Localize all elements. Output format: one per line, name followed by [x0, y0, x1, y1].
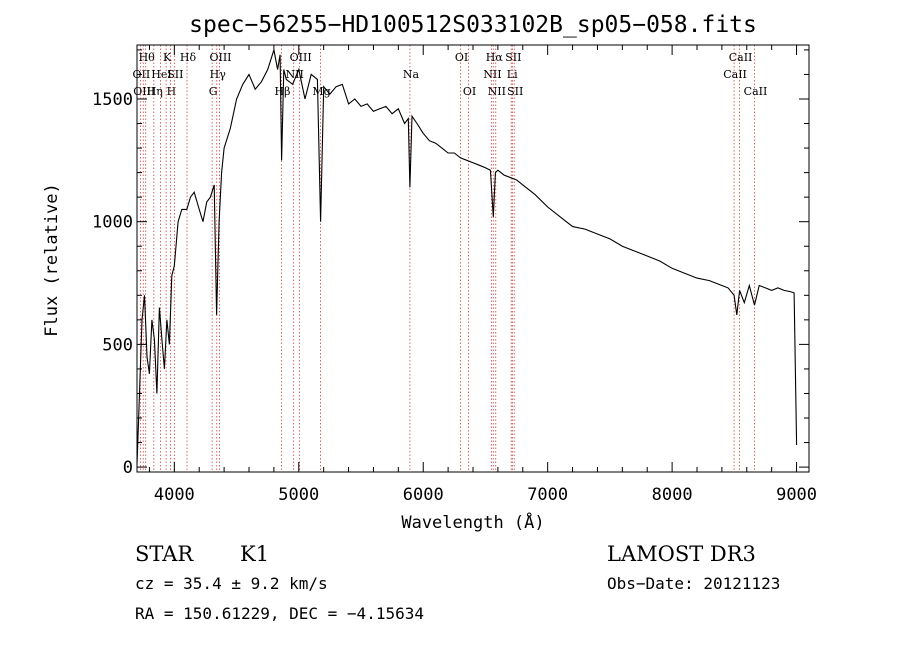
line-marker-label: CaII [729, 51, 753, 64]
line-marker-label: SII [507, 85, 523, 98]
line-marker-label: Hα [486, 51, 504, 64]
line-marker-label: CaII [744, 85, 768, 98]
y-axis: 0 500 1000 1500 [92, 49, 809, 478]
line-marker-label: Hβ [275, 85, 291, 98]
spectrum-line [136, 49, 798, 465]
y-tick-label: 1000 [92, 213, 133, 233]
x-tick-label: 7000 [527, 485, 568, 505]
line-markers: OIIOIIIHθHηHeIKHSIIHδGHγOIIIHβNIIOIIIMgN… [133, 45, 768, 472]
x-tick-label: 4000 [154, 485, 195, 505]
line-marker-label: NII [483, 68, 501, 81]
line-marker-label: Hθ [139, 51, 156, 64]
survey-name: LAMOST DR3 [607, 542, 756, 566]
chart-title: spec−56255−HD100512S033102B_sp05−058.fit… [189, 12, 757, 38]
redshift-text: cz = 35.4 ± 9.2 km/s [135, 574, 328, 593]
line-marker-label: H [167, 85, 177, 98]
x-tick-label: 5000 [278, 485, 319, 505]
line-marker-label: Mg [312, 85, 330, 98]
object-subclass: K1 [240, 542, 269, 566]
line-marker-label: OIII [209, 51, 231, 64]
x-tick-label: 6000 [403, 485, 444, 505]
line-marker-label: Hγ [210, 68, 227, 81]
object-class: STAR [135, 542, 194, 566]
line-marker-label: OI [455, 51, 468, 64]
y-tick-label: 500 [102, 335, 133, 355]
line-marker-label: OI [463, 85, 476, 98]
line-marker-label: HeI [151, 68, 171, 81]
line-marker-label: Na [403, 68, 420, 81]
line-marker-label: SII [167, 68, 183, 81]
y-tick-label: 0 [123, 458, 133, 478]
line-marker-label: OIII [133, 85, 155, 98]
plot-frame [136, 44, 810, 473]
obs-date: Obs−Date: 20121123 [607, 574, 780, 593]
line-marker-label: OIII [290, 51, 312, 64]
line-marker-label: G [209, 85, 218, 98]
y-tick-label: 1500 [92, 90, 133, 110]
line-marker-label: NII [488, 85, 506, 98]
line-marker-label: CaII [723, 68, 747, 81]
coordinates: RA = 150.61229, DEC = −4.15634 [135, 604, 424, 623]
y-axis-label: Flux (relative) [42, 183, 62, 337]
x-axis-label: Wavelength (Å) [401, 511, 544, 533]
line-marker-label: Hδ [180, 51, 197, 64]
x-axis: 4000 5000 6000 7000 8000 9000 [148, 45, 817, 505]
x-tick-label: 9000 [776, 485, 817, 505]
line-marker-label: SII [505, 51, 521, 64]
x-tick-label: 8000 [652, 485, 693, 505]
line-marker-label: K [163, 51, 172, 64]
line-marker-label: Hη [147, 85, 163, 98]
